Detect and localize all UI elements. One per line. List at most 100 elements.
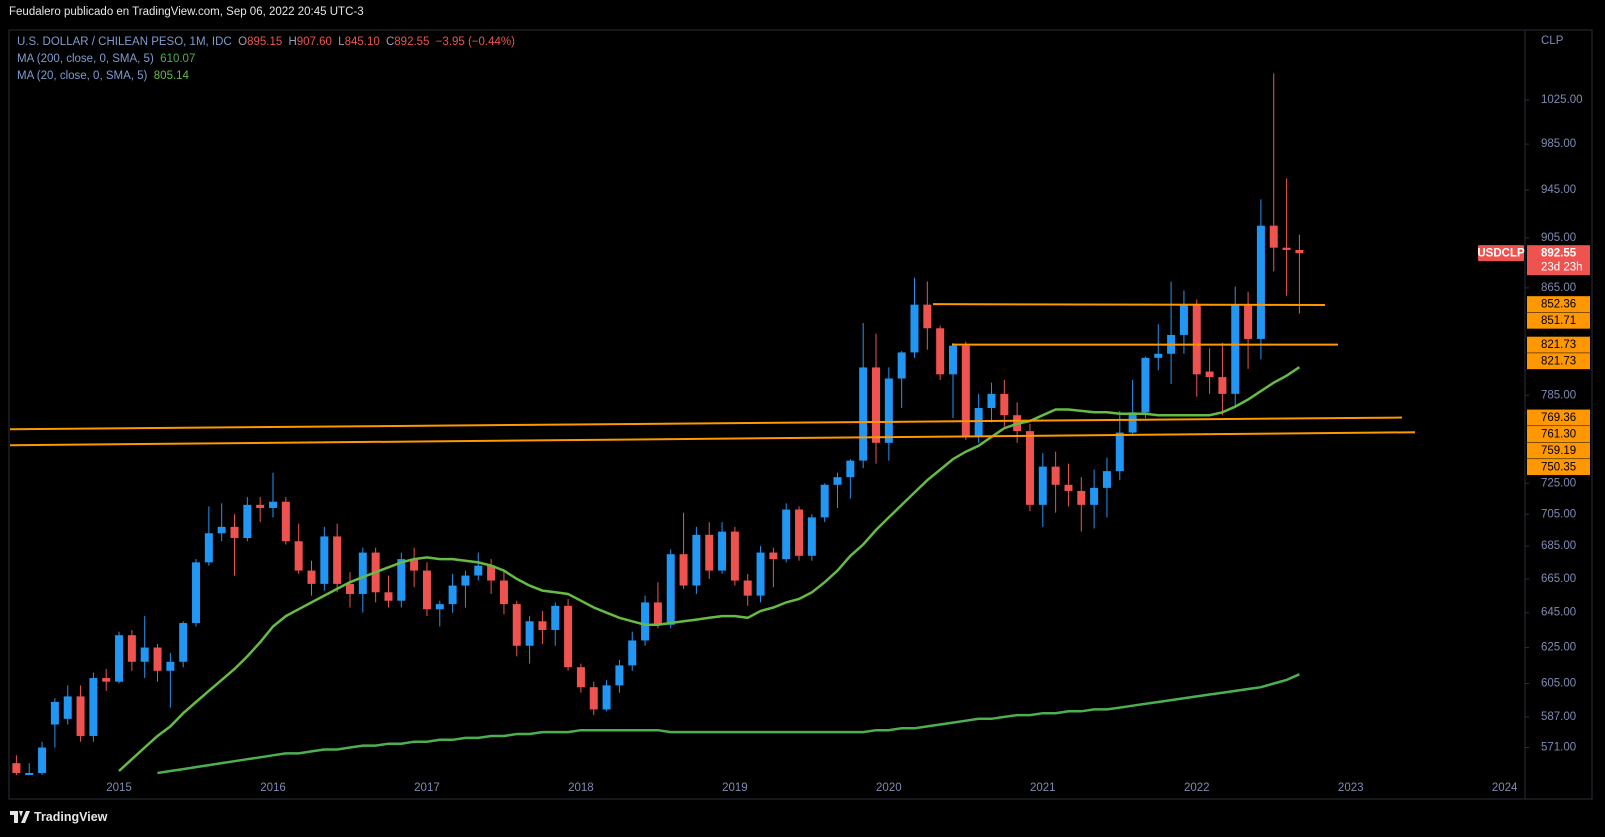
candle-body <box>1205 371 1214 378</box>
candle-body <box>422 570 431 610</box>
ma-name[interactable]: MA (20, close, 0, SMA, 5) <box>17 70 148 82</box>
candle-body <box>833 477 842 485</box>
candle-body <box>217 526 226 534</box>
y-tick-label: 605.00 <box>1541 678 1576 690</box>
candle-body <box>538 621 547 630</box>
candle-body <box>820 484 829 518</box>
ohlc-value: 907.60 <box>296 36 332 48</box>
axes: 571.00 587.00 605.00 625.00 645.00 665.00 685.… <box>106 94 1590 794</box>
ohlc-key: H <box>288 36 297 48</box>
candle-body <box>884 378 893 443</box>
candle-body <box>1102 471 1111 488</box>
ohlc-value: 892.55 <box>394 36 430 48</box>
ma-value: 610.07 <box>160 53 196 65</box>
candle-body <box>1269 225 1278 248</box>
x-tick-label: 2017 <box>414 782 440 794</box>
candle-body <box>961 345 970 436</box>
candle-body <box>628 640 637 666</box>
candle-body <box>50 701 59 725</box>
candle-body <box>333 536 342 584</box>
candle-body <box>1282 247 1291 250</box>
candle-body <box>38 747 47 774</box>
level-line <box>932 303 1326 307</box>
ma-name[interactable]: MA (200, close, 0, SMA, 5) <box>17 53 154 65</box>
candle-body <box>76 696 85 736</box>
countdown-label: 23d 23h <box>1541 262 1583 274</box>
legend-main: U.S. DOLLAR / CHILEAN PESO, 1M, IDC O895… <box>17 34 518 51</box>
candle-body <box>230 526 239 539</box>
x-tick-label: 2022 <box>1184 782 1210 794</box>
candle-body <box>718 531 727 571</box>
y-tick-label: 945.00 <box>1541 184 1576 196</box>
level-price-box <box>1527 459 1590 476</box>
candle-body <box>769 552 778 560</box>
candle-body <box>807 517 816 556</box>
candle-body <box>1179 304 1188 335</box>
y-tick-label: 645.00 <box>1541 607 1576 619</box>
candle-body <box>1000 393 1009 416</box>
candle-body <box>63 696 72 719</box>
candle-body <box>730 531 739 581</box>
level-price-box <box>1527 312 1590 329</box>
candle-body <box>615 665 624 686</box>
candle-body <box>859 367 868 461</box>
ma-value: 805.14 <box>153 70 189 82</box>
candle-body <box>435 604 444 610</box>
candle-body <box>1051 466 1060 485</box>
candle-body <box>1154 353 1163 358</box>
attribution: Feudalero publicado en TradingView.com, … <box>9 6 364 18</box>
symbol-tag: USDCLP <box>1477 248 1525 260</box>
candle-body <box>1064 484 1073 491</box>
level-price-box <box>1527 353 1590 370</box>
last-price-label: 892.55 <box>1541 248 1577 260</box>
y-tick-label: 571.00 <box>1541 742 1576 754</box>
y-tick-label: 905.00 <box>1541 232 1576 244</box>
candle-body <box>256 504 265 508</box>
candle-body <box>1077 490 1086 505</box>
level-price-label: 821.73 <box>1541 356 1576 368</box>
y-tick-label: 985.00 <box>1541 138 1576 150</box>
candle-body <box>641 602 650 641</box>
candle-body <box>872 367 881 443</box>
candle-body <box>384 592 393 601</box>
legend: U.S. DOLLAR / CHILEAN PESO, 1M, IDC O895… <box>17 34 518 85</box>
candle-body <box>1231 304 1240 394</box>
level-price-label: 851.71 <box>1541 315 1576 327</box>
level-price-box <box>1527 442 1590 459</box>
x-tick-label: 2019 <box>722 782 748 794</box>
level-line <box>9 431 1416 447</box>
y-tick-label: 725.00 <box>1541 477 1576 489</box>
candle-body <box>795 509 804 556</box>
ohlc-key: C <box>385 36 395 48</box>
candle-body <box>666 554 675 625</box>
ohlc-value: 845.10 <box>344 36 380 48</box>
candle-body <box>1090 487 1099 505</box>
candle-body <box>192 562 201 624</box>
level-price-box <box>1527 409 1590 426</box>
y-tick-label: 705.00 <box>1541 508 1576 520</box>
symbol-name[interactable]: U.S. DOLLAR / CHILEAN PESO, 1M, IDC <box>17 36 232 48</box>
candle-body <box>1256 225 1265 339</box>
candle-body <box>1141 357 1150 413</box>
candle-body <box>923 304 932 329</box>
candle-body <box>512 604 521 646</box>
legend-ma: MA (20, close, 0, SMA, 5) 805.14 <box>17 68 518 85</box>
candle-body <box>12 763 21 774</box>
brand-logo <box>10 811 30 823</box>
y-tick-label: 625.00 <box>1541 642 1576 654</box>
level-price-box <box>1527 296 1590 313</box>
candle-body <box>846 460 855 478</box>
brand-name[interactable]: TradingView <box>34 810 108 824</box>
chart-frame <box>8 29 1593 800</box>
candle-body <box>140 647 149 662</box>
candle-body <box>345 583 354 594</box>
candle-body <box>564 605 573 668</box>
candle-body <box>153 647 162 671</box>
candle-body <box>166 661 175 671</box>
ohlc-key: O <box>238 36 248 48</box>
plot-area <box>12 73 1304 775</box>
y-tick-label: 587.00 <box>1541 711 1576 723</box>
candle-body <box>89 678 98 736</box>
candle-body <box>756 552 765 596</box>
ma-line <box>157 673 1300 775</box>
